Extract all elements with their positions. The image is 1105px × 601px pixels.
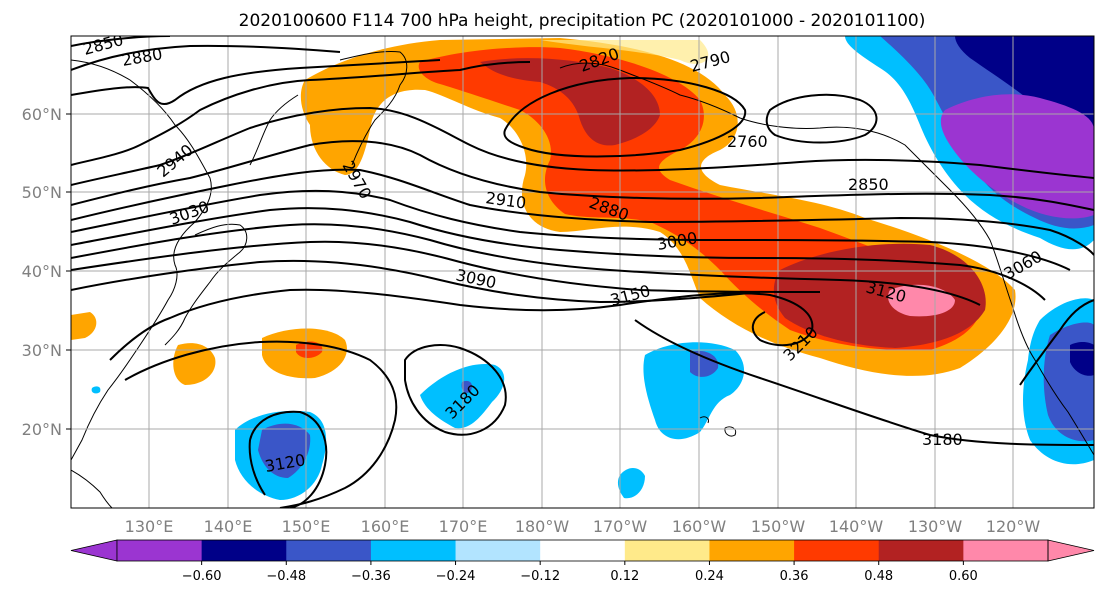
graticule	[71, 36, 1094, 508]
lon-label: 160°E	[361, 517, 410, 536]
colorbar-segment	[878, 540, 964, 561]
colorbar-tick-label: −0.48	[266, 569, 306, 584]
colorbar-segment	[455, 540, 541, 561]
map-panel: 2850 2880 2820 2790 2760 2940 2970 3030 …	[71, 36, 1094, 508]
colorbar-tick-label: −0.36	[351, 569, 391, 584]
lon-label: 130°W	[908, 517, 963, 536]
colorbar-segment	[709, 540, 795, 561]
map-frame	[70, 35, 1095, 509]
colorbar-segment	[286, 540, 372, 561]
colorbar-tick-label: 0.24	[695, 569, 724, 584]
contour-label: 3180	[922, 430, 963, 449]
lat-label: 50°N	[22, 183, 62, 202]
colorbar-border	[116, 539, 1049, 562]
contour-label: 2850	[848, 175, 889, 194]
colorbar-extend-low	[70, 539, 118, 562]
colorbar-segment	[370, 540, 457, 561]
lon-label: 120°W	[986, 517, 1041, 536]
lat-label: 40°N	[22, 262, 62, 281]
colorbar-segment	[540, 540, 626, 561]
lon-label: 140°E	[204, 517, 253, 536]
figure-title: 2020100600 F114 700 hPa height, precipit…	[239, 11, 926, 31]
colorbar-tick-label: 0.48	[864, 569, 893, 584]
lon-label: 130°E	[125, 517, 174, 536]
lon-label: 140°W	[829, 517, 884, 536]
longitude-labels: 130°E 140°E 150°E 160°E 170°E 180°W 170°…	[125, 517, 1041, 536]
colorbar-tick-label: 0.12	[610, 569, 639, 584]
lat-label: 60°N	[22, 105, 62, 124]
colorbar: −0.60 −0.48 −0.36 −0.24 −0.12 0.12 0.24 0.36 0.4…	[70, 539, 1095, 584]
colorbar-tick-label: −0.12	[520, 569, 560, 584]
colorbar-segment	[117, 540, 203, 561]
contour-label: 2760	[727, 132, 768, 151]
lat-label: 30°N	[22, 341, 62, 360]
lon-label: 170°W	[593, 517, 648, 536]
colorbar-segment	[201, 540, 287, 561]
lat-label: 20°N	[22, 420, 62, 439]
height-contours	[71, 36, 1094, 508]
colorbar-tick-label: −0.24	[436, 569, 476, 584]
lon-label: 170°E	[439, 517, 488, 536]
lon-label: 160°W	[672, 517, 727, 536]
lon-label: 150°W	[751, 517, 806, 536]
lon-label: 180°W	[515, 517, 570, 536]
colorbar-segment	[963, 540, 1049, 561]
lon-label: 150°E	[282, 517, 331, 536]
colorbar-segment	[624, 540, 710, 561]
colorbar-segment	[794, 540, 880, 561]
colorbar-tick-label: 0.60	[949, 569, 978, 584]
negative-anomaly-shading	[91, 36, 1094, 500]
colorbar-tick-label: 0.36	[780, 569, 809, 584]
latitude-labels: 60°N 50°N 40°N 30°N 20°N	[22, 105, 71, 439]
colorbar-tick-label: −0.60	[182, 569, 222, 584]
colorbar-extend-high	[1047, 539, 1095, 562]
